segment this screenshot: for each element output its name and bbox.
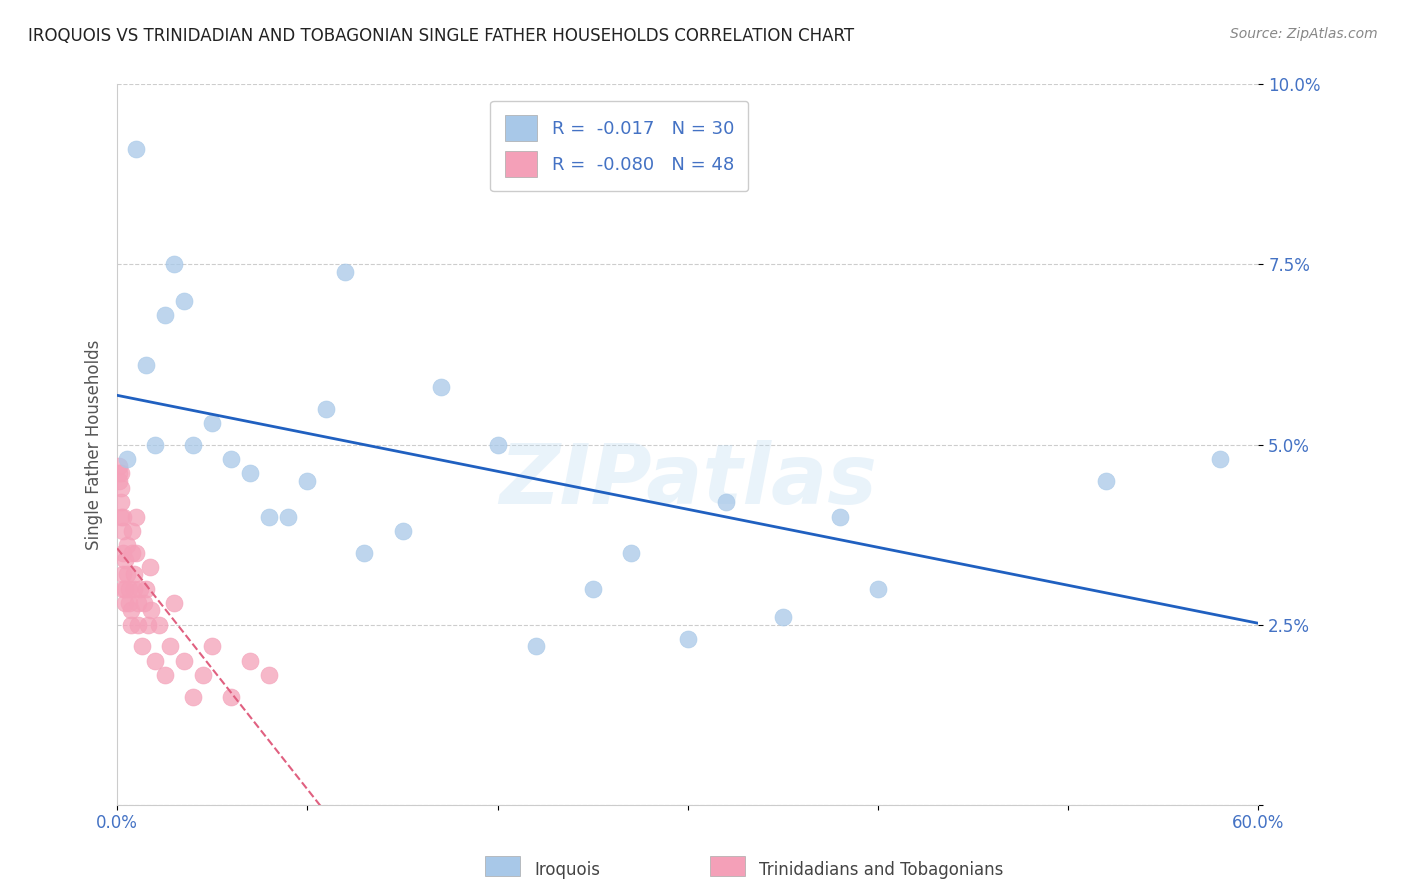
Point xyxy=(191,668,214,682)
Point xyxy=(108,474,131,488)
Point xyxy=(108,467,131,481)
Point xyxy=(120,603,142,617)
Text: IROQUOIS VS TRINIDADIAN AND TOBAGONIAN SINGLE FATHER HOUSEHOLDS CORRELATION CHAR: IROQUOIS VS TRINIDADIAN AND TOBAGONIAN S… xyxy=(28,27,855,45)
Point xyxy=(277,509,299,524)
Point xyxy=(115,538,138,552)
Point xyxy=(868,582,890,596)
Point xyxy=(110,495,132,509)
Point xyxy=(135,359,157,373)
Point xyxy=(159,639,181,653)
Point xyxy=(486,437,509,451)
Point xyxy=(173,293,195,308)
Point xyxy=(163,596,186,610)
Text: ZIPatlas: ZIPatlas xyxy=(499,440,877,521)
Point xyxy=(239,654,262,668)
Point xyxy=(148,617,170,632)
Point xyxy=(163,258,186,272)
Point xyxy=(111,582,134,596)
Point xyxy=(125,509,148,524)
Point xyxy=(121,524,143,538)
Point xyxy=(620,546,643,560)
Point xyxy=(714,495,737,509)
Point xyxy=(239,467,262,481)
Point xyxy=(111,546,134,560)
Point xyxy=(117,596,139,610)
Point xyxy=(127,617,149,632)
Text: Trinidadians and Tobagonians: Trinidadians and Tobagonians xyxy=(759,861,1004,879)
Point xyxy=(117,582,139,596)
Point xyxy=(582,582,605,596)
Point xyxy=(315,401,337,416)
Point xyxy=(201,416,224,430)
Point xyxy=(138,560,160,574)
Point xyxy=(110,481,132,495)
Point xyxy=(143,654,166,668)
Point xyxy=(110,509,132,524)
Point xyxy=(125,546,148,560)
Legend: R =  -0.017   N = 30, R =  -0.080   N = 48: R = -0.017 N = 30, R = -0.080 N = 48 xyxy=(491,101,748,192)
Point xyxy=(524,639,547,653)
Point xyxy=(676,632,699,646)
Point xyxy=(124,567,146,582)
Point xyxy=(129,582,152,596)
Point xyxy=(181,437,204,451)
Point xyxy=(108,459,131,474)
Point xyxy=(143,437,166,451)
Point xyxy=(1209,452,1232,467)
Point xyxy=(828,509,851,524)
Point xyxy=(259,668,281,682)
Point xyxy=(120,617,142,632)
Point xyxy=(115,567,138,582)
Point xyxy=(110,467,132,481)
Point xyxy=(136,617,159,632)
Point xyxy=(153,668,176,682)
Point xyxy=(111,524,134,538)
Point xyxy=(111,509,134,524)
Point xyxy=(115,452,138,467)
Point xyxy=(772,610,794,624)
Point xyxy=(429,380,451,394)
Point xyxy=(181,690,204,704)
Point xyxy=(221,690,243,704)
Point xyxy=(201,639,224,653)
Point xyxy=(135,582,157,596)
Point xyxy=(221,452,243,467)
Text: Iroquois: Iroquois xyxy=(534,861,600,879)
FancyBboxPatch shape xyxy=(710,856,745,876)
Point xyxy=(111,567,134,582)
Point xyxy=(131,639,153,653)
Point xyxy=(121,546,143,560)
Point xyxy=(114,553,136,567)
Point xyxy=(124,582,146,596)
Point xyxy=(173,654,195,668)
Point xyxy=(1095,474,1118,488)
Y-axis label: Single Father Households: Single Father Households xyxy=(86,339,103,549)
Point xyxy=(125,142,148,156)
Point xyxy=(259,509,281,524)
Point xyxy=(297,474,319,488)
Text: Source: ZipAtlas.com: Source: ZipAtlas.com xyxy=(1230,27,1378,41)
Point xyxy=(153,308,176,322)
Point xyxy=(391,524,413,538)
FancyBboxPatch shape xyxy=(485,856,520,876)
Point xyxy=(114,582,136,596)
Point xyxy=(335,265,357,279)
Point xyxy=(141,603,163,617)
Point xyxy=(127,596,149,610)
Point xyxy=(353,546,375,560)
Point xyxy=(114,596,136,610)
Point xyxy=(132,596,155,610)
